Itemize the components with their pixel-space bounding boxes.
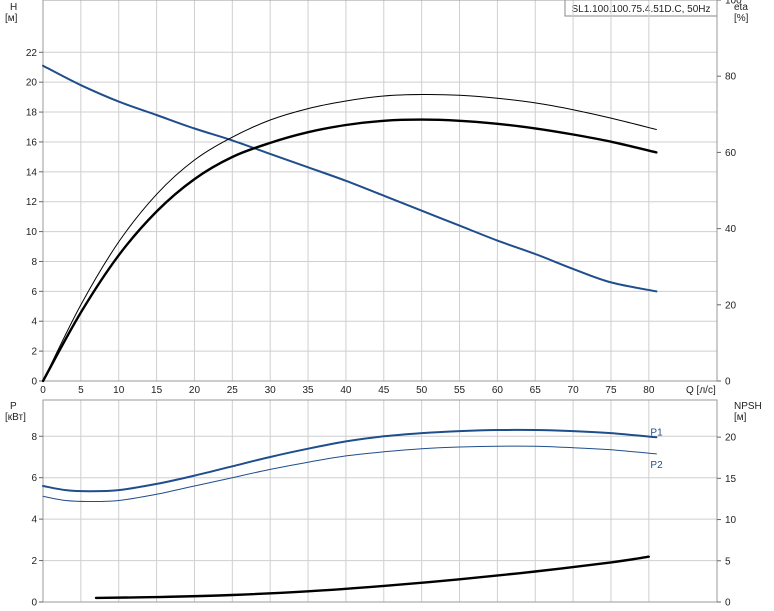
- y-left-tick-label: 8: [31, 257, 37, 268]
- chart-title: SL1.100.100.75.4.51D.C, 50Hz: [572, 4, 711, 15]
- y-left-tick-label: 22: [26, 48, 38, 59]
- x-axis-label: Q [л/с]: [686, 385, 716, 396]
- y-left-tick-label: 0: [31, 377, 37, 388]
- y-left-tick-label: 18: [26, 108, 38, 119]
- x-tick-label: 70: [568, 385, 580, 396]
- y-left-tick-label: 6: [31, 473, 37, 484]
- x-tick-label: 75: [605, 385, 617, 396]
- x-tick-label: 80: [643, 385, 655, 396]
- bottom-panel: 0 2 4 6 8 0 5 10 15 20 P[кВт] NPSH[м] P1 P2: [5, 399, 762, 609]
- y-left-tick-label: 4: [31, 317, 37, 328]
- x-tick-label: 0: [40, 385, 46, 396]
- x-tick-label: 55: [454, 385, 466, 396]
- plot-frame: [42, 399, 718, 603]
- y-left-tick-label: 14: [26, 167, 38, 178]
- y-right-tick-label: 15: [725, 474, 737, 485]
- y-right-tick-label: 60: [725, 148, 737, 159]
- x-tick-label: 50: [416, 385, 428, 396]
- y-left-tick-label: 2: [31, 556, 37, 567]
- series-label-p2: P2: [650, 460, 663, 471]
- series-curve-2: [41, 118, 658, 383]
- y-left-tick-label: 8: [31, 432, 37, 443]
- x-tick-label: 30: [265, 385, 277, 396]
- y-left-axis-label: P: [10, 401, 17, 412]
- x-tick-label: 25: [227, 385, 239, 396]
- y-left-tick-label: 2: [31, 347, 37, 358]
- p1-curve: [42, 428, 658, 493]
- y-right-axis-label: NPSH: [734, 401, 762, 412]
- y-left-axis-unit: [м]: [5, 13, 18, 24]
- x-tick-label: 65: [530, 385, 542, 396]
- x-tick-label: 40: [340, 385, 352, 396]
- y-right-tick-label: 100: [725, 0, 742, 7]
- series-label-p1: P1: [650, 427, 663, 438]
- y-right-tick-label: 5: [725, 556, 731, 567]
- p2-curve: [42, 445, 657, 503]
- y-right-tick-label: 40: [725, 224, 737, 235]
- x-tick-label: 45: [378, 385, 390, 396]
- y-left-tick-label: 12: [26, 197, 38, 208]
- top-panel: 0246810121416182022020406080100H[м]eta[%…: [5, 0, 749, 396]
- y-right-tick-label: 20: [725, 433, 737, 444]
- series-curve-0: [42, 64, 658, 293]
- x-tick-label: 60: [492, 385, 504, 396]
- plot-frame: [42, 0, 718, 382]
- y-left-tick-label: 4: [31, 515, 37, 526]
- y-left-axis-label: H: [10, 2, 17, 13]
- y-right-tick-label: 0: [725, 377, 731, 388]
- x-tick-label: 5: [78, 385, 84, 396]
- y-right-axis-unit: [%]: [734, 13, 749, 24]
- y-right-tick-label: 80: [725, 72, 737, 83]
- y-right-tick-label: 0: [725, 598, 731, 609]
- series-curve-2: [94, 555, 650, 600]
- x-tick-label: 10: [113, 385, 125, 396]
- y-left-axis-unit: [кВт]: [5, 412, 26, 423]
- series-curve-1: [42, 93, 657, 382]
- x-tick-label: 15: [151, 385, 163, 396]
- x-tick-label: 20: [189, 385, 201, 396]
- y-left-tick-label: 0: [31, 598, 37, 609]
- y-right-axis-unit: [м]: [734, 412, 747, 423]
- y-left-tick-label: 20: [26, 78, 38, 89]
- y-left-tick-label: 16: [26, 137, 38, 148]
- y-left-tick-label: 6: [31, 287, 37, 298]
- y-right-tick-label: 20: [725, 300, 737, 311]
- y-right-axis-label: eta: [734, 2, 748, 13]
- y-left-tick-label: 10: [26, 227, 38, 238]
- y-right-tick-label: 10: [725, 515, 737, 526]
- x-tick-label: 35: [302, 385, 314, 396]
